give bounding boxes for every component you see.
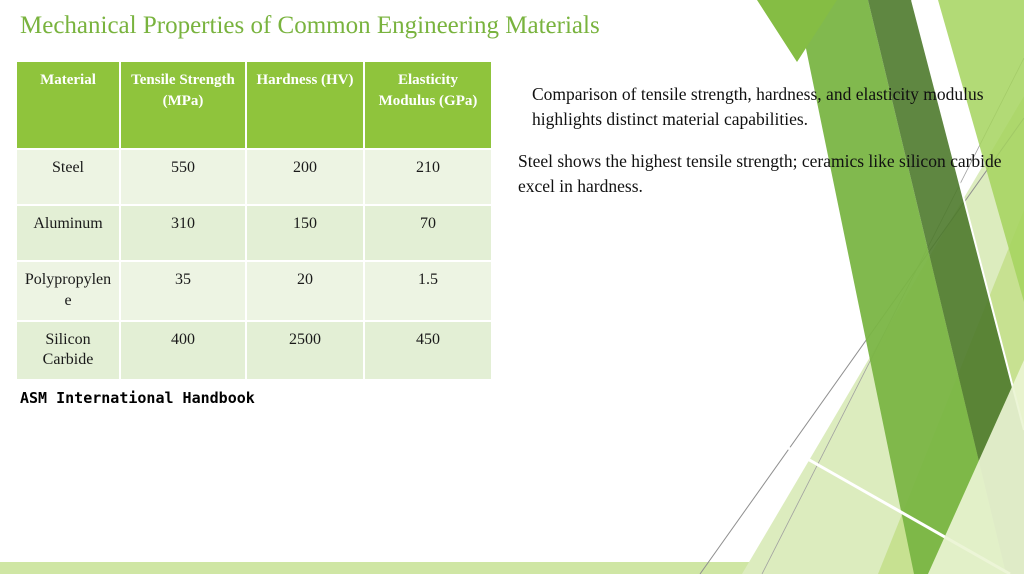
table-cell: Aluminum [15, 204, 121, 262]
right-edge-triangle [938, 0, 1024, 302]
header-row: Material Tensile Strength (MPa) Hardness… [15, 60, 493, 150]
source-citation: ASM International Handbook [20, 389, 255, 407]
table-cell: 200 [245, 148, 365, 206]
table-cell: 2500 [245, 319, 365, 382]
table-cell: 1.5 [363, 260, 493, 322]
table-row: Steel 550 200 210 [15, 148, 493, 206]
medium-band [796, 0, 1006, 574]
table-cell: Polypropylene [15, 260, 121, 322]
materials-table: Material Tensile Strength (MPa) Hardness… [15, 60, 493, 382]
table-cell: 310 [119, 204, 247, 262]
column-header-tensile: Tensile Strength (MPa) [119, 60, 247, 150]
white-gap-2 [911, 0, 1024, 431]
table-cell: 210 [363, 148, 493, 206]
table-row: Aluminum 310 150 70 [15, 204, 493, 262]
slide-title: Mechanical Properties of Common Engineer… [20, 12, 600, 39]
hairline-1 [699, 117, 1024, 574]
table-cell: 400 [119, 319, 247, 382]
table-cell: 35 [119, 260, 247, 322]
column-header-elasticity: Elasticity Modulus (GPa) [363, 60, 493, 150]
table-row: Silicon Carbide 400 2500 450 [15, 319, 493, 382]
body-text-block: Comparison of tensile strength, hardness… [518, 82, 1004, 198]
table-cell: 550 [119, 148, 247, 206]
column-header-material: Material [15, 60, 121, 150]
column-header-hardness: Hardness (HV) [245, 60, 365, 150]
table-cell: 450 [363, 319, 493, 382]
body-paragraph-comparison: Comparison of tensile strength, hardness… [532, 84, 984, 129]
table-cell: 20 [245, 260, 365, 322]
table-cell: Silicon Carbide [15, 319, 121, 382]
top-small-triangle [757, 0, 837, 62]
table-row: Polypropylene 35 20 1.5 [15, 260, 493, 322]
table-cell: Steel [15, 148, 121, 206]
pale-corner [928, 360, 1024, 574]
table-cell: 150 [245, 204, 365, 262]
body-paragraph-steel: Steel shows the highest tensile strength… [518, 150, 1002, 196]
dark-band [868, 0, 1024, 574]
table-cell: 70 [363, 204, 493, 262]
